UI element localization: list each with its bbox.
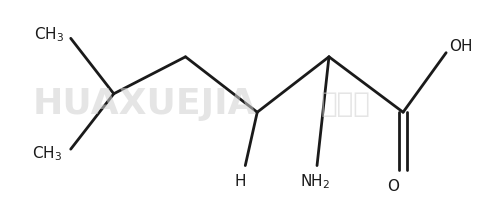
Text: H: H [234, 175, 246, 189]
Text: NH$_2$: NH$_2$ [299, 173, 329, 191]
Text: HUAXUEJIA: HUAXUEJIA [33, 87, 256, 121]
Text: 化学加: 化学加 [320, 90, 370, 118]
Text: OH: OH [448, 39, 471, 54]
Text: CH$_3$: CH$_3$ [34, 25, 64, 43]
Text: O: O [387, 179, 399, 194]
Text: CH$_3$: CH$_3$ [32, 144, 62, 163]
